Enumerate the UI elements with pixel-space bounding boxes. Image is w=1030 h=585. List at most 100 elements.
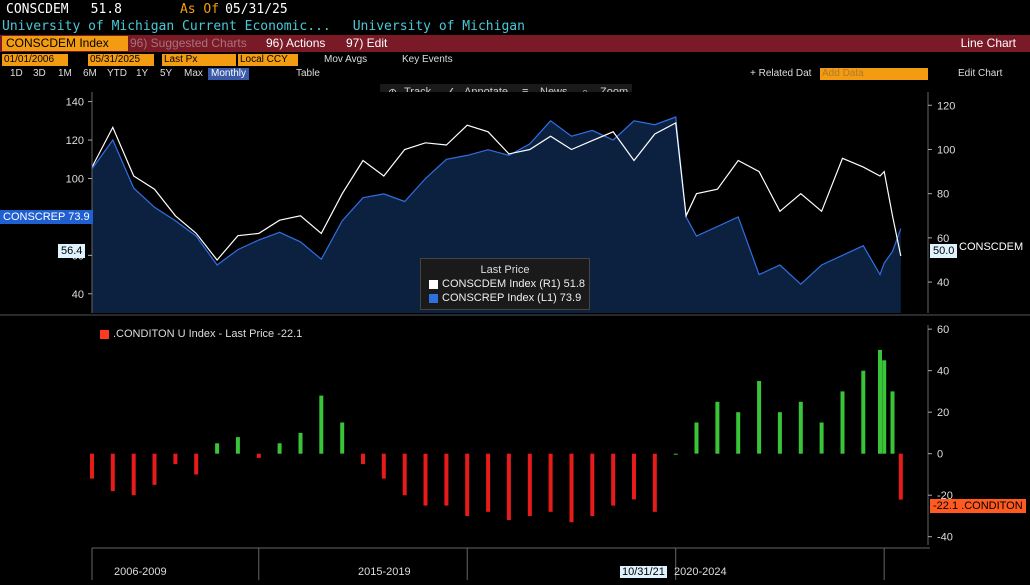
condition-bar (298, 432, 303, 454)
condition-bar (194, 453, 199, 475)
right-tick-label: 40 (937, 277, 949, 289)
condition-bar (361, 453, 365, 465)
condition-bar (131, 453, 136, 496)
period-ytd[interactable]: YTD (107, 68, 127, 79)
left-crosshair-tag: 56.4 (58, 244, 86, 258)
condition-bar (840, 391, 845, 454)
condition-bar (882, 360, 887, 454)
conscrep-swatch (429, 293, 438, 303)
ticker-field[interactable]: CONSCDEM Index (2, 36, 128, 51)
x-cursor-date: 10/31/21 (620, 566, 667, 578)
right-tick-label: 120 (937, 100, 955, 112)
condition-bar (611, 453, 616, 506)
condition-bar (319, 395, 324, 454)
actions-menu[interactable]: 96) Actions (266, 36, 326, 50)
conscrep-area (92, 117, 901, 313)
key-events-toggle[interactable]: Key Events (402, 54, 453, 65)
right-crosshair-tag: 50.0 (930, 244, 958, 258)
condition-bar (590, 453, 595, 516)
condition-bar (381, 453, 386, 479)
condition-bar (715, 401, 720, 454)
condition-bar (486, 453, 491, 512)
left-tick-label: 140 (66, 97, 84, 109)
condition-bar (527, 453, 532, 516)
right-axis: 40 60 80 100 120 (927, 92, 955, 313)
lower-tick-label: -40 (937, 532, 953, 544)
lower-tick-label: 40 (937, 366, 949, 378)
period-6m[interactable]: 6M (83, 68, 97, 79)
condition-name: .CONDITON (961, 500, 1023, 512)
add-data-input[interactable]: Add Data (820, 68, 928, 80)
condition-bar (777, 412, 782, 454)
condition-bar (548, 453, 553, 512)
frequency-select[interactable]: Monthly (208, 68, 250, 80)
last-value: 51.8 (90, 2, 122, 17)
left-tick-label: 120 (66, 135, 84, 147)
condition-bar (110, 453, 115, 492)
period-3d[interactable]: 3D (33, 68, 46, 79)
condition-bar (569, 453, 574, 523)
x-label-2020-2024: 2020-2024 (674, 566, 727, 578)
legend-conscdem-label: CONSCDEM Index (R1) 51.8 (442, 278, 586, 290)
related-data-button[interactable]: + Related Dat (750, 68, 812, 79)
table-button[interactable]: Table (296, 68, 320, 79)
conscdem-swatch (429, 279, 438, 289)
title-line: CONSCDEM 51.8 As Of 05/31/25 (6, 2, 288, 17)
suggested-charts-menu[interactable]: 96) Suggested Charts (130, 36, 247, 50)
condition-legend: .CONDITON U Index - Last Price -22.1 (100, 328, 302, 340)
edit-chart-button[interactable]: Edit Chart (958, 68, 1003, 79)
condition-bar (673, 453, 678, 455)
security-description: University of Michigan Current Economic.… (2, 19, 331, 34)
right-tick-label: 100 (937, 144, 955, 156)
condition-bar (215, 443, 220, 454)
start-date-field[interactable]: 01/01/2006 (2, 54, 68, 66)
conscdem-line (91, 121, 902, 261)
condition-bar (652, 453, 657, 512)
condition-bar (861, 370, 866, 454)
period-1m[interactable]: 1M (58, 68, 72, 79)
condition-bar (819, 422, 824, 454)
subtitle-line: University of Michigan Current Economic.… (2, 19, 525, 34)
as-of-date: 05/31/25 (225, 2, 288, 17)
condition-bar (152, 453, 157, 485)
period-1d[interactable]: 1D (10, 68, 23, 79)
period-max[interactable]: Max (184, 68, 203, 79)
condition-bar (444, 453, 449, 506)
end-date-field[interactable]: 05/31/2025 (88, 54, 154, 66)
period-1y[interactable]: 1Y (136, 68, 149, 79)
condition-bar (506, 453, 511, 521)
condition-bar (898, 453, 903, 500)
right-tick-label: 80 (937, 189, 949, 201)
ticker-label: CONSCDEM (6, 2, 69, 17)
legend-title: Last Price (480, 264, 530, 276)
condition-bar (277, 443, 282, 454)
conscrep-value-tag: CONSCREP 73.9 (0, 210, 93, 224)
x-label-2015-2019: 2015-2019 (358, 566, 411, 578)
legend-conscrep-label: CONSCREP Index (L1) 73.9 (442, 292, 582, 304)
edit-menu[interactable]: 97) Edit (346, 36, 388, 50)
condition-bar (465, 453, 470, 516)
chart-type-label: Line Chart (960, 36, 1016, 50)
condition-bar (878, 349, 882, 454)
conscdem-name-tag: CONSCDEM (959, 241, 1024, 253)
currency-select[interactable]: Local CCY (238, 54, 298, 66)
legend-item-conscdem[interactable]: CONSCDEM Index (R1) 51.8 (429, 278, 589, 290)
condition-bar (736, 412, 741, 454)
menu-bar: CONSCDEM Index 96) Suggested Charts 96) … (0, 35, 1030, 52)
condition-value: -22.1 (933, 500, 959, 512)
condition-bar (423, 453, 428, 506)
price-field-select[interactable]: Last Px (162, 54, 236, 66)
lower-tick-label: 60 (937, 324, 949, 336)
left-tick-label: 100 (66, 173, 84, 185)
legend-item-conscrep[interactable]: CONSCREP Index (L1) 73.9 (429, 292, 589, 304)
x-label-2006-2009: 2006-2009 (114, 566, 167, 578)
condition-legend-label: .CONDITON U Index - Last Price -22.1 (113, 328, 303, 340)
condition-bar (235, 437, 240, 454)
condition-bar (90, 453, 94, 479)
mov-avgs-toggle[interactable]: Mov Avgs (324, 54, 368, 65)
condition-bar (632, 453, 636, 500)
period-5y[interactable]: 5Y (160, 68, 173, 79)
condition-bar (173, 453, 178, 465)
price-legend: Last Price CONSCDEM Index (R1) 51.8 CONS… (420, 258, 590, 310)
condition-swatch (100, 329, 109, 339)
